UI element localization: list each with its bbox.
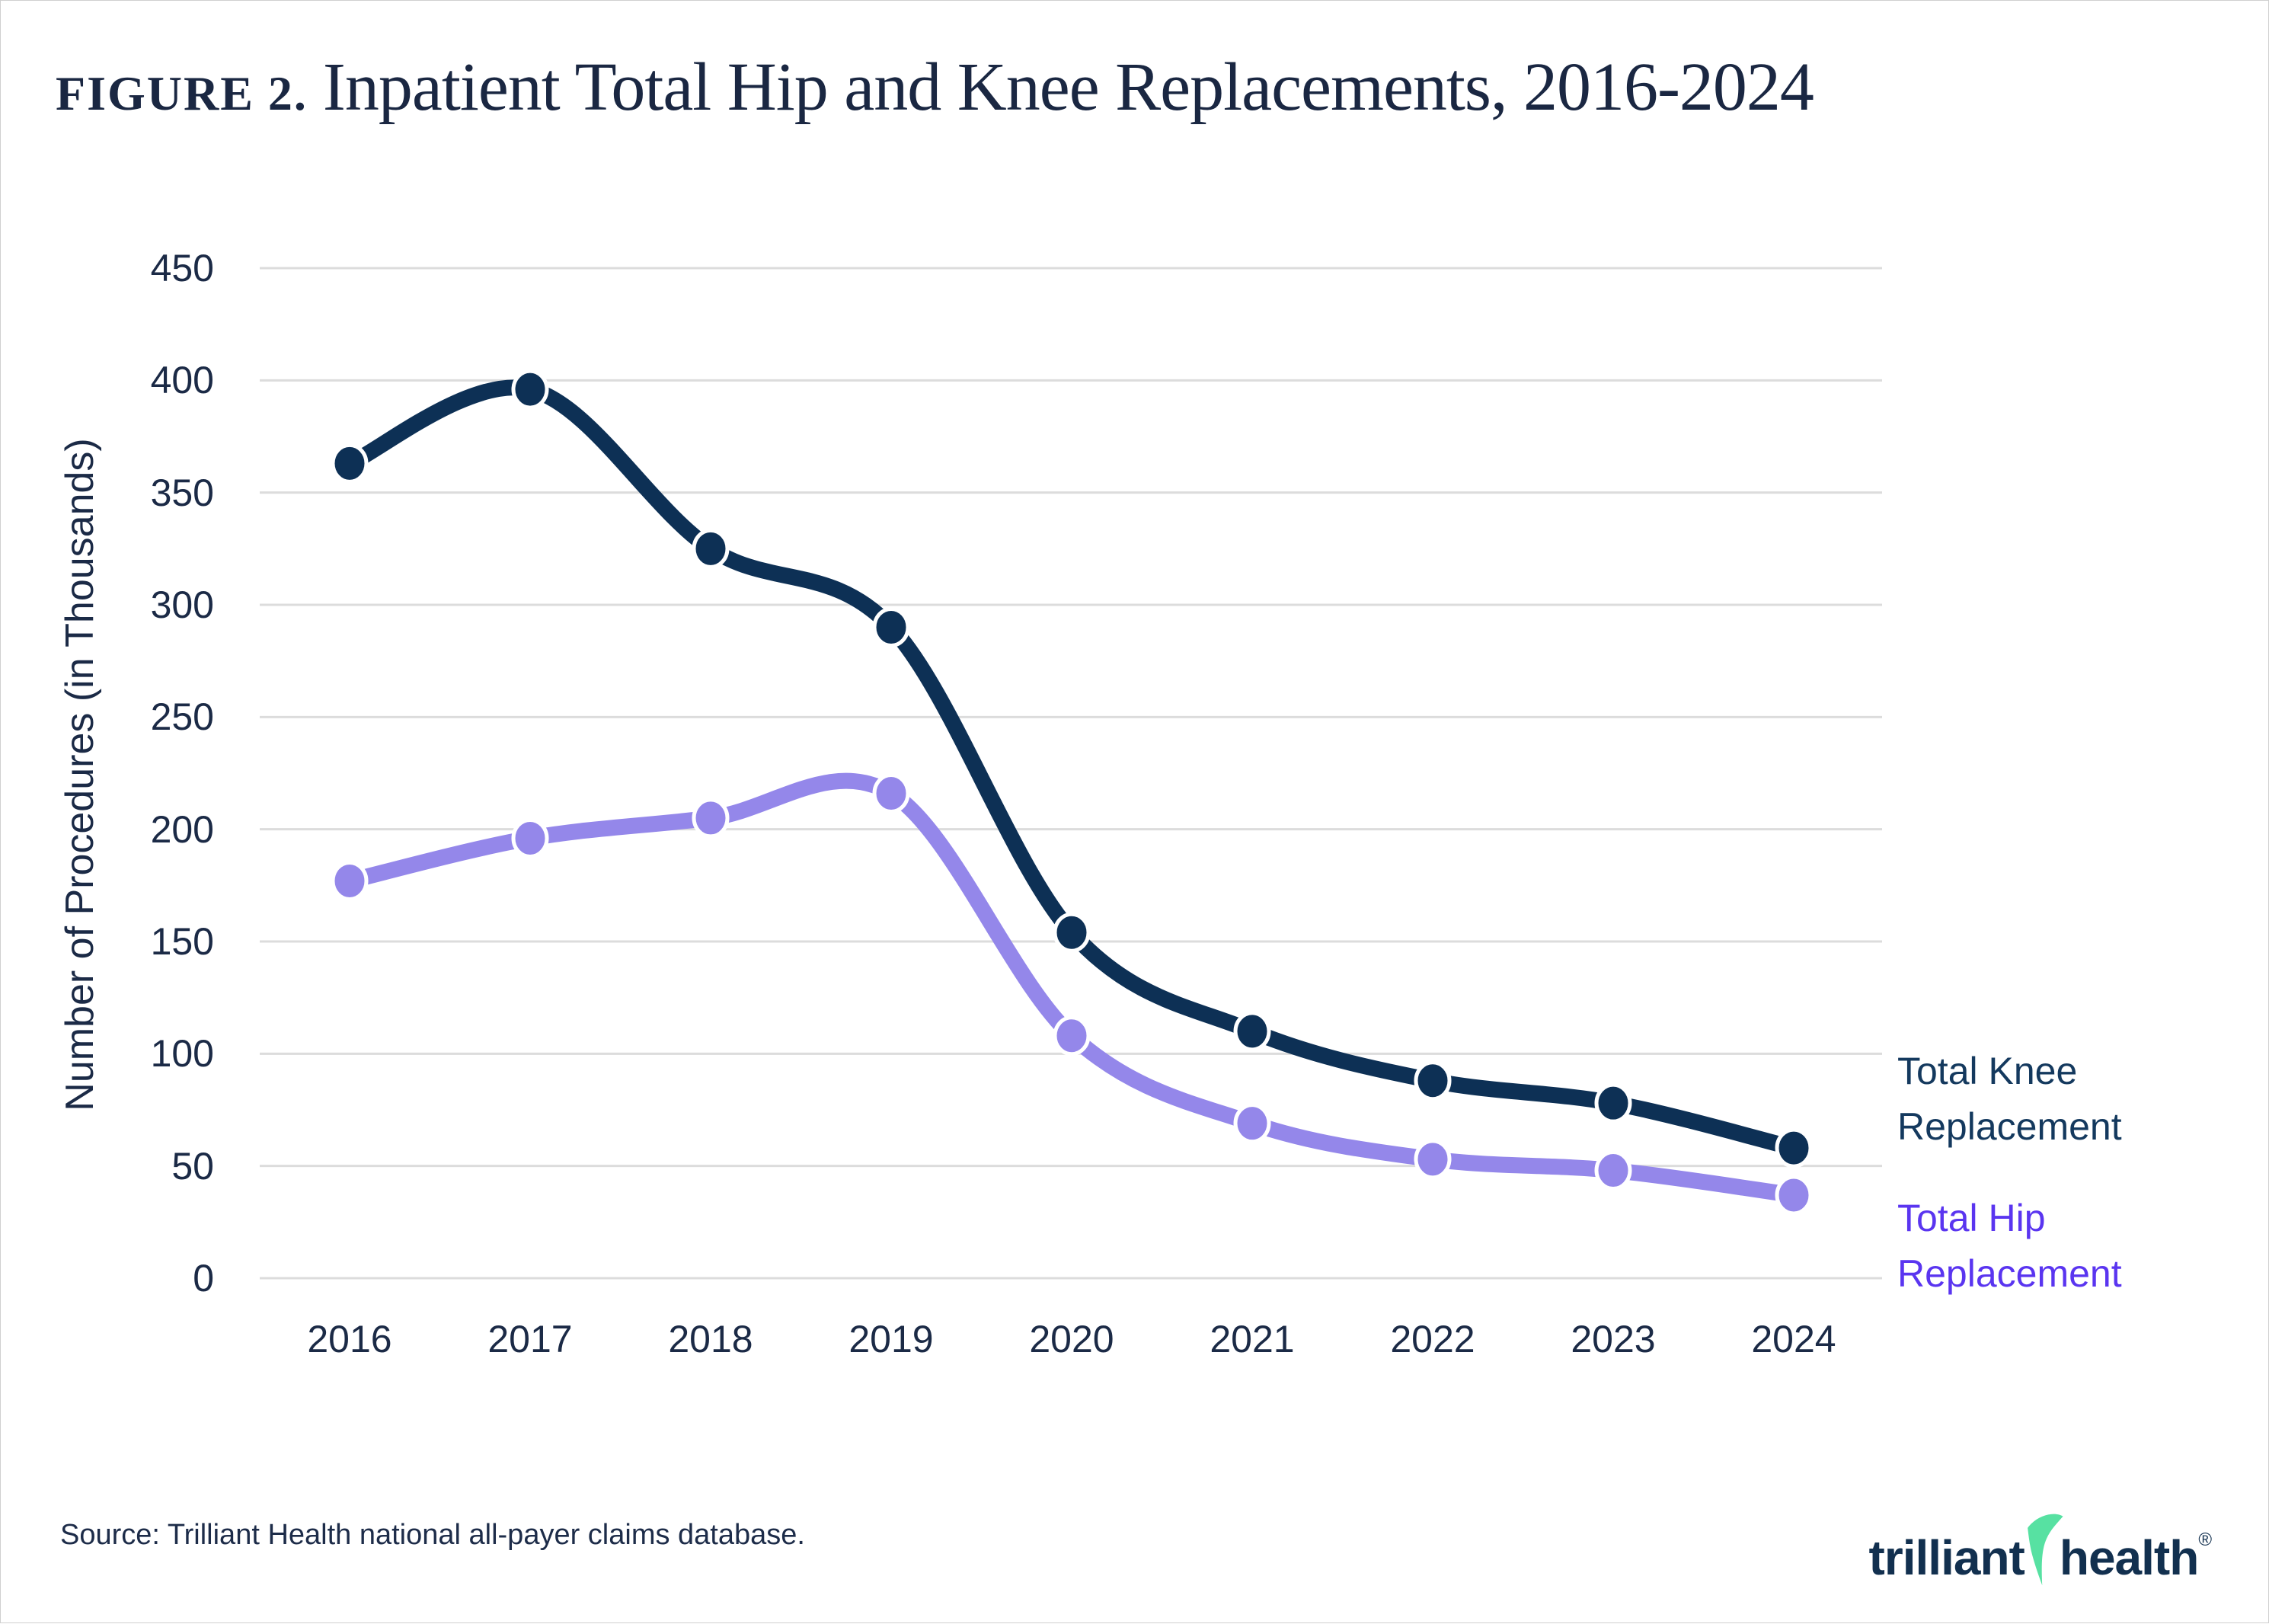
legend-hip-line1: Total Hip	[1897, 1197, 2046, 1239]
y-tick-label: 50	[171, 1144, 214, 1188]
x-tick-label: 2018	[668, 1318, 753, 1360]
legend-knee-line1: Total Knee	[1897, 1050, 2078, 1092]
y-tick-label: 400	[150, 359, 214, 402]
y-tick-label: 300	[150, 583, 214, 626]
legend-knee-line2: Replacement	[1897, 1105, 2122, 1148]
y-tick-label: 350	[150, 471, 214, 514]
logo-word-health: health	[2059, 1530, 2199, 1585]
y-tick-label: 150	[150, 920, 214, 963]
legend-total-knee-replacement: Total Knee Replacement	[1897, 1044, 2122, 1155]
y-tick-label: 250	[150, 695, 214, 739]
logo-bolt-icon	[2027, 1514, 2063, 1586]
x-tick-label: 2021	[1210, 1318, 1295, 1360]
y-tick-label: 450	[150, 247, 214, 289]
page-title: FIGURE 2. Inpatient Total Hip and Knee Re…	[56, 48, 1814, 126]
x-tick-label: 2023	[1571, 1318, 1656, 1360]
x-tick-label: 2019	[848, 1318, 934, 1360]
x-tick-label: 2024	[1751, 1318, 1836, 1360]
registered-trademark-symbol: ®	[2198, 1530, 2212, 1550]
x-tick-label: 2022	[1390, 1318, 1475, 1360]
legend-total-hip-replacement: Total Hip Replacement	[1897, 1191, 2122, 1302]
x-tick-label: 2017	[487, 1318, 573, 1360]
source-note: Source: Trilliant Health national all-pa…	[60, 1519, 805, 1551]
y-tick-label: 100	[150, 1032, 214, 1076]
trilliant-health-logo: trilliant health®	[1868, 1511, 2212, 1591]
x-tick-label: 2020	[1029, 1318, 1114, 1360]
y-tick-label: 0	[193, 1257, 214, 1300]
logo-word-trilliant: trilliant	[1868, 1530, 2025, 1585]
y-tick-label: 200	[150, 807, 214, 851]
legend-hip-line2: Replacement	[1897, 1252, 2122, 1295]
x-tick-label: 2016	[307, 1318, 392, 1360]
figure-number-label: FIGURE 2.	[56, 66, 308, 120]
figure-title-text: Inpatient Total Hip and Knee Replacement…	[322, 50, 1814, 125]
